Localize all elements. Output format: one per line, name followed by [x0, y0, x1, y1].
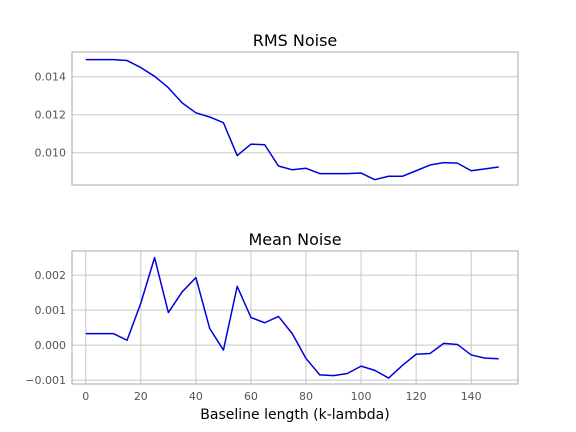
- x-tick-label: 0: [82, 390, 89, 403]
- chart-panel-1: 0.010 0.012 0.014 RMS Noise: [35, 31, 519, 186]
- series-line: [85, 58, 499, 181]
- chart-panel-2: −0.001 0.000 0.001 0.002 0 20 40 60 80 100 120 140 M…: [25, 230, 519, 423]
- plot-frame: [71, 51, 519, 186]
- y-tick-label: 0.001: [35, 304, 67, 317]
- y-tick-label: 0.002: [35, 269, 67, 282]
- y-tick-label: 0.014: [35, 71, 67, 84]
- chart-title: Mean Noise: [248, 230, 341, 249]
- y-tick-label: 0.012: [35, 109, 67, 122]
- series-line: [85, 256, 499, 379]
- plot-frame: [71, 250, 519, 385]
- x-tick-label: 20: [134, 390, 148, 403]
- x-tick-label: 80: [299, 390, 313, 403]
- x-axis-label: Baseline length (k-lambda): [200, 407, 389, 423]
- x-tick-label: 100: [351, 390, 372, 403]
- y-tick-label: −0.001: [25, 374, 66, 387]
- chart-title: RMS Noise: [253, 31, 338, 50]
- x-tick-label: 40: [189, 390, 203, 403]
- x-tick-label: 140: [461, 390, 482, 403]
- y-tick-label: 0.000: [35, 339, 67, 352]
- y-tick-label: 0.010: [35, 147, 67, 160]
- x-tick-label: 120: [406, 390, 427, 403]
- x-tick-label: 60: [244, 390, 258, 403]
